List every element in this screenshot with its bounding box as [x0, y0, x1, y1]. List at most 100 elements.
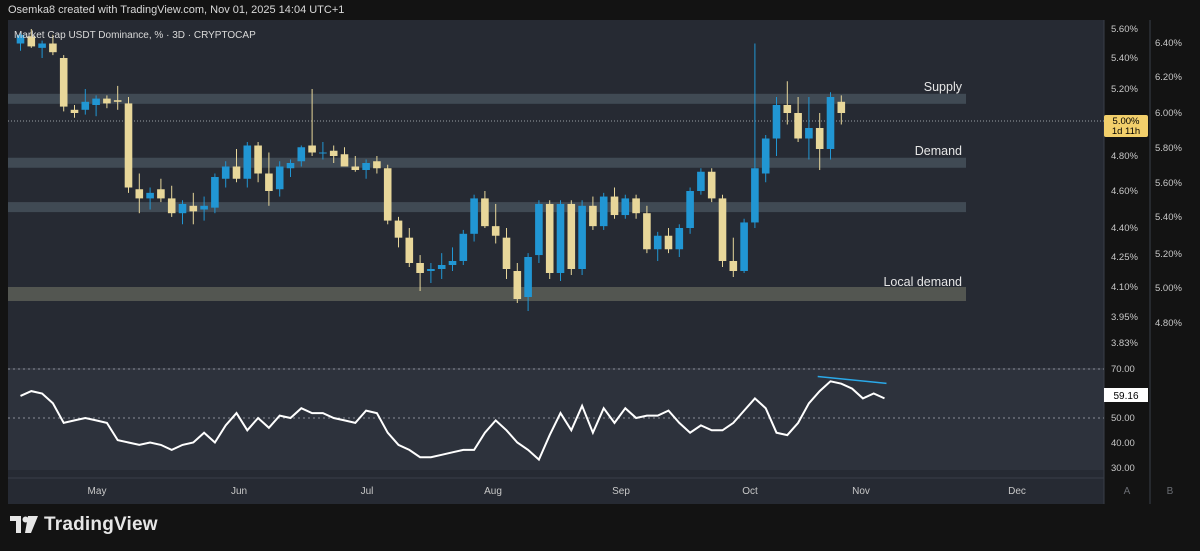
candle	[427, 263, 435, 283]
candle-body	[448, 261, 457, 265]
left-axis-tick: 3.95%	[1111, 312, 1138, 323]
candle	[643, 205, 651, 254]
candle-body	[697, 171, 705, 191]
zone-3	[8, 287, 966, 301]
candle-body	[751, 168, 759, 223]
axes-layer: 5.60% 5.40% 5.20% 5.00% 4.80% 4.60% 4.40% 4.25%…	[88, 24, 1183, 497]
candle	[707, 168, 716, 203]
candle	[610, 187, 619, 219]
candle	[254, 142, 262, 183]
candle-body	[405, 237, 414, 263]
rsi-axis-tick: 50.00	[1111, 413, 1135, 424]
candle	[459, 229, 468, 265]
candle-body	[157, 189, 165, 199]
candle	[545, 200, 554, 279]
candle-body	[135, 189, 144, 199]
candle-body	[27, 36, 36, 47]
candle	[740, 218, 748, 273]
time-axis-label: Jun	[231, 486, 247, 497]
time-axis-label: Aug	[484, 486, 502, 497]
candle	[751, 43, 759, 228]
candle	[16, 31, 25, 51]
candle-body	[92, 98, 100, 105]
candle-body	[761, 138, 770, 174]
left-axis-tick: 5.60%	[1111, 24, 1138, 35]
time-axis-label: Sep	[612, 486, 630, 497]
candle	[135, 173, 144, 214]
candle	[232, 149, 241, 183]
rsi-axis-tick: 70.00	[1111, 364, 1135, 375]
candle-body	[707, 171, 716, 199]
scale-button-a[interactable]: A	[1124, 486, 1131, 497]
candle-body	[545, 203, 554, 273]
attribution-bar: Osemka8 created with TradingView.com, No…	[0, 0, 1200, 20]
right-axis-tick: 5.00%	[1155, 283, 1182, 294]
candle-body	[740, 222, 748, 271]
candle-body	[275, 166, 284, 190]
zone-label-0: Supply	[924, 80, 963, 94]
candle-body	[189, 205, 198, 212]
candle-body	[383, 168, 392, 221]
candle-body	[211, 177, 219, 208]
candle	[502, 228, 511, 279]
tradingview-logo[interactable]: TradingView	[10, 514, 158, 536]
candle	[556, 200, 565, 281]
candle-body	[502, 237, 511, 269]
candle-body	[653, 235, 662, 250]
candle-body	[632, 198, 640, 214]
time-axis-label: Oct	[742, 486, 758, 497]
time-axis-label: May	[88, 486, 107, 497]
candle	[815, 113, 824, 170]
candle-body	[535, 203, 543, 256]
left-axis-tick: 4.25%	[1111, 252, 1138, 263]
candle	[783, 81, 792, 125]
right-axis-tick: 6.40%	[1155, 38, 1182, 49]
candle	[103, 95, 111, 109]
scale-button-b[interactable]: B	[1167, 486, 1174, 497]
candle-body	[524, 257, 532, 297]
candle-body	[783, 105, 792, 113]
candle	[437, 253, 446, 279]
candle-body	[167, 198, 176, 214]
candle	[265, 152, 273, 206]
candle-body	[729, 261, 738, 271]
candle-body	[265, 173, 273, 191]
candle-body	[319, 152, 327, 154]
candle-body	[308, 145, 316, 153]
price-badge-background	[1104, 115, 1148, 137]
candle-body	[826, 97, 835, 149]
candle-body	[329, 150, 338, 156]
candle	[621, 194, 630, 219]
left-axis-tick: 4.40%	[1111, 223, 1138, 234]
right-axis-tick: 5.40%	[1155, 212, 1182, 223]
candle-body	[772, 105, 781, 139]
candle	[805, 97, 813, 160]
candle-body	[416, 263, 424, 273]
rsi-layer	[8, 368, 1104, 462]
chart-canvas[interactable]: Supply Demand Local demand 5.60% 5.40% 5.20%…	[0, 0, 1200, 504]
candle-body	[59, 58, 68, 107]
candle	[275, 161, 284, 197]
candle	[178, 200, 187, 225]
candle-body	[621, 198, 630, 216]
candle	[578, 200, 586, 275]
candle-body	[49, 43, 57, 53]
candle	[27, 29, 36, 48]
candle	[297, 145, 306, 167]
candle	[513, 263, 522, 303]
rsi-axis-tick: 30.00	[1111, 463, 1135, 474]
candle	[92, 95, 100, 117]
candle	[416, 255, 424, 291]
candle-body	[556, 203, 565, 273]
rsi-divergence-line	[817, 375, 887, 385]
candle	[59, 55, 68, 112]
candle-body	[146, 192, 154, 199]
candle	[794, 97, 802, 142]
candle-body	[232, 166, 241, 179]
candle-body	[567, 203, 576, 269]
candle-body	[243, 145, 252, 179]
candle	[535, 200, 543, 263]
left-axis-tick: 5.20%	[1111, 84, 1138, 95]
candle-body	[38, 43, 46, 48]
right-axis-tick: 5.80%	[1155, 143, 1182, 154]
